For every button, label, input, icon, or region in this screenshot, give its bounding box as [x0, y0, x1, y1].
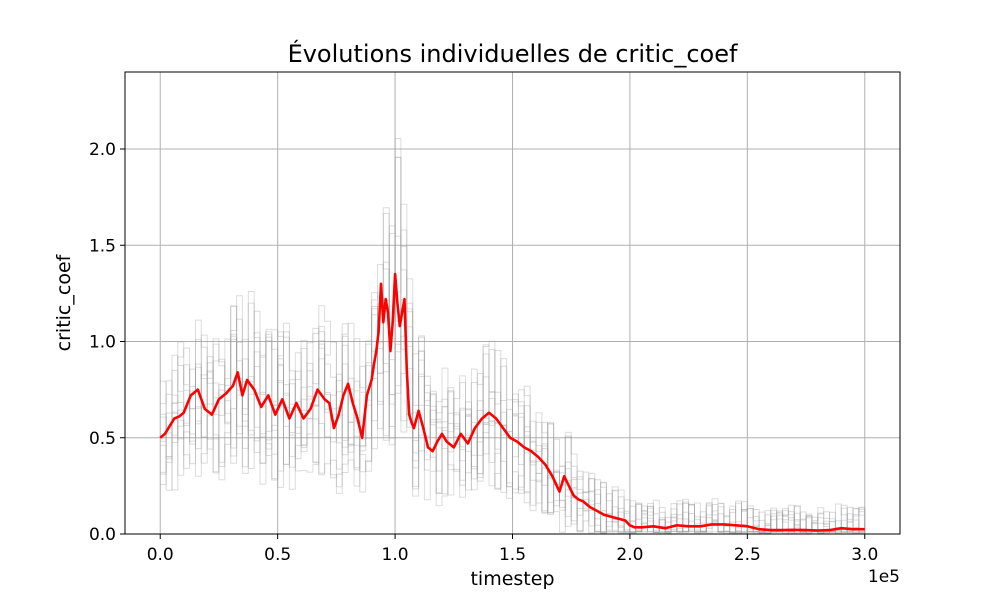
x-tick-label: 1.0: [382, 545, 409, 565]
x-tick-label: 2.0: [616, 545, 643, 565]
y-axis-ticks: 0.0 0.5 1.0 1.5 2.0: [89, 140, 125, 545]
x-axis-ticks: 0.0 0.5 1.0 1.5 2.0 2.5 3.0: [147, 534, 878, 565]
individual-series-line: [160, 299, 866, 534]
individual-series-line: [160, 138, 866, 534]
mean-series-line: [159, 272, 865, 532]
y-tick-label: 0.0: [89, 525, 116, 545]
y-axis-label: critic_coef: [53, 253, 75, 351]
individual-series-line: [160, 157, 866, 534]
individual-series-line: [160, 233, 866, 534]
individual-series-line: [160, 225, 866, 534]
individual-series-line: [160, 156, 866, 534]
y-tick-label: 1.5: [89, 236, 116, 256]
x-tick-label: 0.0: [147, 545, 174, 565]
individual-series-line: [160, 207, 866, 534]
individual-series-group: [160, 138, 866, 534]
y-tick-label: 0.5: [89, 429, 116, 449]
individual-series-line: [160, 229, 866, 534]
x-axis-label: timestep: [470, 568, 554, 590]
mean-series-group: [159, 272, 865, 532]
individual-series-line: [160, 213, 866, 534]
chart-title: Évolutions individuelles de critic_coef: [288, 39, 738, 68]
x-tick-label: 1.5: [499, 545, 526, 565]
x-tick-label: 3.0: [851, 545, 878, 565]
x-tick-label: 0.5: [264, 545, 291, 565]
y-tick-label: 2.0: [89, 140, 116, 160]
x-tick-label: 2.5: [734, 545, 761, 565]
individual-series-line: [160, 203, 866, 534]
y-tick-label: 1.0: [89, 333, 116, 353]
x-axis-offset-label: 1e5: [868, 567, 900, 587]
